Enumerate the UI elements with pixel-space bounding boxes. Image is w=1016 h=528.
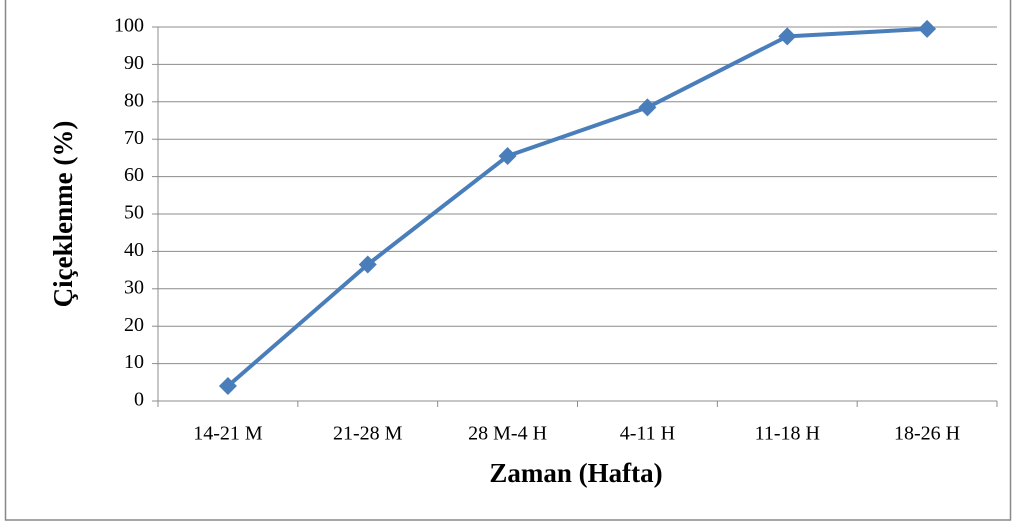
x-tick-label: 14-21 M <box>193 423 263 445</box>
y-tick-label: 90 <box>124 52 144 74</box>
marker <box>918 19 937 38</box>
marker <box>498 147 517 166</box>
y-tick-label: 20 <box>124 314 144 336</box>
y-tick-label: 30 <box>124 276 144 298</box>
y-tick-label: 70 <box>124 127 144 149</box>
y-tick-label: 60 <box>124 164 144 186</box>
y-tick-label: 50 <box>124 202 144 224</box>
marker <box>218 377 237 396</box>
x-tick-label: 18-26 H <box>894 423 960 445</box>
x-axis-title: Zaman (Hafta) <box>489 458 662 488</box>
frame <box>4 0 1012 521</box>
marker <box>358 255 377 274</box>
y-axis-title: Çiçeklenme (%) <box>48 121 78 308</box>
x-tick-label: 4-11 H <box>620 423 675 445</box>
marker <box>778 27 797 46</box>
series-line <box>226 26 928 388</box>
x-tick-label: 28 M-4 H <box>468 423 547 445</box>
y-tick-label: 100 <box>114 15 144 37</box>
y-tick-label: 0 <box>134 389 144 411</box>
marker <box>638 98 657 117</box>
y-tick-label: 40 <box>124 239 144 261</box>
x-tick-label: 21-28 M <box>333 423 403 445</box>
y-tick-label: 80 <box>124 89 144 111</box>
y-tick-label: 10 <box>124 351 144 373</box>
x-tick-label: 11-18 H <box>755 423 820 445</box>
